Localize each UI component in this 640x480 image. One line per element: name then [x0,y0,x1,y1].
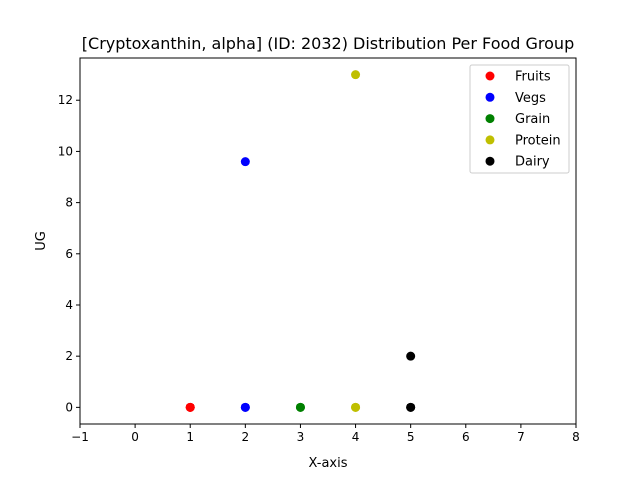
legend-marker-fruits [485,71,495,81]
x-tick-label: 0 [131,430,139,444]
x-tick-label: 2 [242,430,250,444]
x-tick-label: 6 [462,430,470,444]
legend-label-vegs: Vegs [515,91,546,106]
x-tick-label: 4 [352,430,360,444]
data-point-dairy [406,351,416,361]
plot-area [79,57,577,425]
x-tick-label: 5 [407,430,415,444]
data-point-protein [351,70,361,80]
x-axis-label: X-axis [309,456,348,471]
legend-label-protein: Protein [515,133,561,148]
y-tick-label: 6 [65,247,73,261]
data-points [185,70,416,412]
legend-frame [469,64,570,174]
legend-marker-grain [485,114,495,124]
data-point-vegs [240,157,250,167]
legend: Fruits Vegs Grain Protein Dairy [469,64,570,174]
y-tick-label: 0 [65,400,73,414]
legend-label-grain: Grain [515,112,550,127]
data-point-vegs [240,402,250,412]
x-axis-ticks: −1 0 1 2 3 4 5 6 7 8 [71,424,580,444]
legend-label-dairy: Dairy [515,155,550,170]
y-tick-label: 10 [58,144,73,158]
plot-frame [79,57,577,425]
legend-marker-protein [485,135,495,145]
legend-marker-vegs [485,92,495,102]
data-point-dairy [406,402,416,412]
y-tick-label: 12 [58,93,73,107]
y-axis-label: UG [34,231,49,251]
y-tick-label: 8 [65,196,73,210]
data-point-fruits [185,402,195,412]
x-tick-label: 3 [297,430,305,444]
y-axis-ticks: 0 2 4 6 8 10 12 [58,93,80,414]
data-point-protein [351,402,361,412]
chart-title: [Cryptoxanthin, alpha] (ID: 2032) Distri… [82,34,574,53]
legend-marker-dairy [485,156,495,166]
y-tick-label: 2 [65,349,73,363]
y-tick-label: 4 [65,298,73,312]
legend-label-fruits: Fruits [515,70,551,85]
x-tick-label: −1 [71,430,89,444]
x-tick-label: 1 [186,430,194,444]
x-tick-label: 8 [572,430,580,444]
x-tick-label: 7 [517,430,525,444]
data-point-grain [295,402,305,412]
